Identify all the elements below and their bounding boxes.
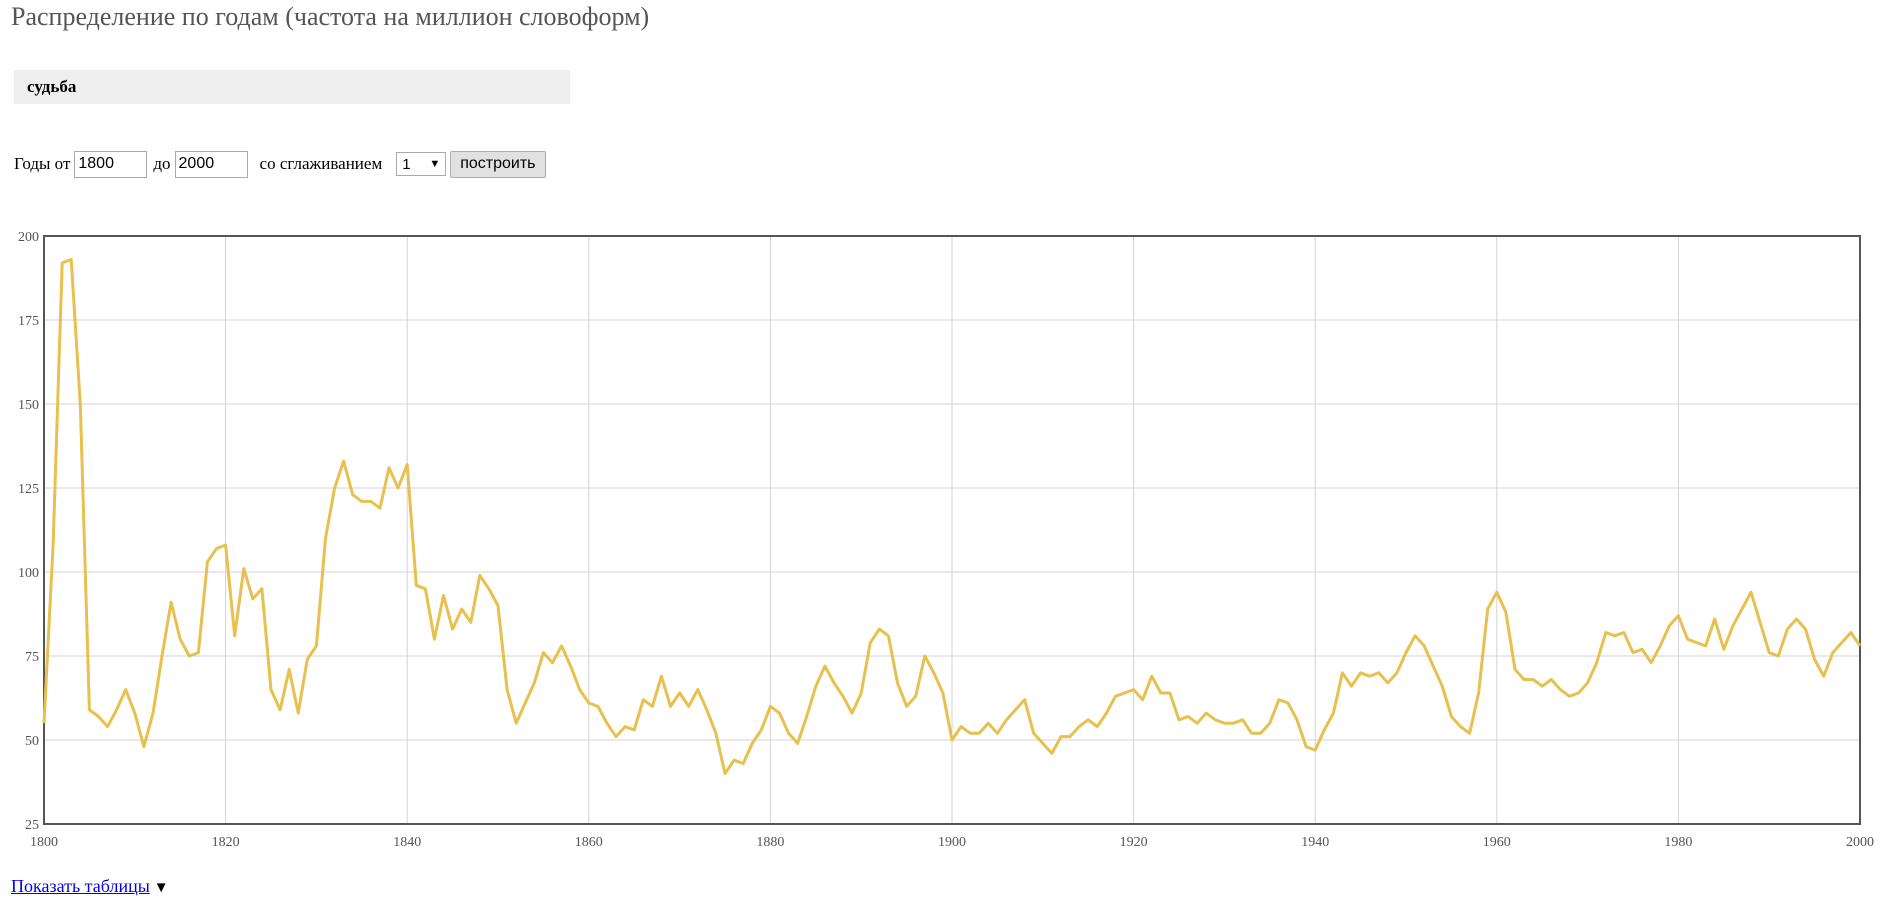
- triangle-down-icon[interactable]: ▼: [153, 880, 169, 896]
- x-tick-label: 1860: [575, 835, 603, 850]
- y-tick-label: 200: [18, 230, 39, 245]
- query-text: судьба: [27, 77, 77, 96]
- smoothing-value: 1: [402, 155, 411, 173]
- x-tick-label: 1940: [1301, 835, 1329, 850]
- frequency-chart: 1800 1820 1840 1860 1880 1900 1920 1940 1960 1980…: [18, 230, 1874, 850]
- x-tick-label: 1800: [30, 835, 58, 850]
- y-tick-label: 75: [25, 650, 39, 665]
- page-title: Распределение по годам (частота на милли…: [11, 2, 650, 31]
- build-button[interactable]: построить: [450, 150, 546, 178]
- controls-form: Годы от до со сглаживанием 1 ▼ построить: [14, 150, 546, 178]
- year-to-input[interactable]: [174, 150, 248, 178]
- year-from-input[interactable]: [74, 150, 148, 178]
- smoothing-label: со сглаживанием: [259, 154, 383, 173]
- x-tick-label: 1920: [1120, 835, 1148, 850]
- x-tick-label: 1840: [393, 835, 421, 850]
- query-header: судьба: [14, 70, 570, 104]
- plot-frame: [43, 235, 1861, 825]
- series-layer: [42, 258, 1862, 776]
- years-to-label: до: [153, 154, 171, 173]
- x-tick-label: 1880: [756, 835, 784, 850]
- y-tick-label: 125: [18, 482, 39, 497]
- x-tick-label: 1960: [1483, 835, 1511, 850]
- series-line: [42, 258, 1862, 776]
- show-tables-link[interactable]: Показать таблицы: [11, 876, 150, 896]
- y-tick-label: 25: [25, 818, 39, 833]
- y-tick-label: 150: [18, 398, 39, 413]
- y-tick-label: 100: [18, 566, 39, 581]
- x-tick-label: 1980: [1664, 835, 1692, 850]
- x-tick-label: 1900: [938, 835, 966, 850]
- y-tick-label: 50: [25, 734, 39, 749]
- show-tables: Показать таблицы ▼: [11, 876, 169, 897]
- x-tick-label: 1820: [212, 835, 240, 850]
- years-from-label: Годы от: [14, 154, 71, 173]
- axis-ticks: 1800 1820 1840 1860 1880 1900 1920 1940 1960 1980…: [18, 230, 1874, 850]
- smoothing-select[interactable]: 1 ▼: [396, 152, 447, 176]
- y-tick-label: 175: [18, 314, 39, 329]
- x-tick-label: 2000: [1846, 835, 1874, 850]
- chevron-down-icon: ▼: [429, 158, 441, 170]
